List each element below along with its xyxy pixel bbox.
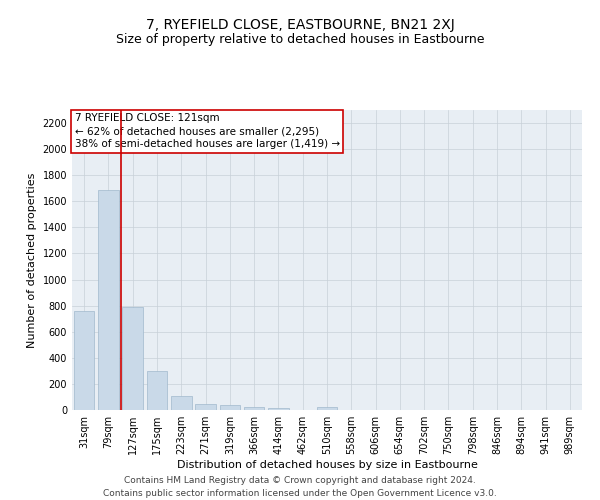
Bar <box>317 408 337 410</box>
Bar <box>171 396 191 410</box>
Bar <box>98 190 119 410</box>
Text: 7, RYEFIELD CLOSE, EASTBOURNE, BN21 2XJ: 7, RYEFIELD CLOSE, EASTBOURNE, BN21 2XJ <box>146 18 454 32</box>
Bar <box>195 404 216 410</box>
Text: Size of property relative to detached houses in Eastbourne: Size of property relative to detached ho… <box>116 32 484 46</box>
Y-axis label: Number of detached properties: Number of detached properties <box>27 172 37 348</box>
Text: 7 RYEFIELD CLOSE: 121sqm
← 62% of detached houses are smaller (2,295)
38% of sem: 7 RYEFIELD CLOSE: 121sqm ← 62% of detach… <box>74 113 340 150</box>
Bar <box>268 408 289 410</box>
Bar <box>146 371 167 410</box>
Bar <box>244 406 265 410</box>
Text: Contains HM Land Registry data © Crown copyright and database right 2024.
Contai: Contains HM Land Registry data © Crown c… <box>103 476 497 498</box>
Bar <box>74 311 94 410</box>
X-axis label: Distribution of detached houses by size in Eastbourne: Distribution of detached houses by size … <box>176 460 478 470</box>
Bar <box>220 406 240 410</box>
Bar <box>122 307 143 410</box>
